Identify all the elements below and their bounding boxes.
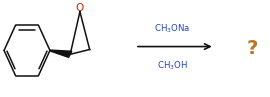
Text: O: O <box>76 3 84 13</box>
Text: CH$_3$ONa: CH$_3$ONa <box>154 23 190 35</box>
Text: CH$_3$OH: CH$_3$OH <box>157 60 188 72</box>
Polygon shape <box>50 50 72 57</box>
Text: ?: ? <box>247 39 258 58</box>
